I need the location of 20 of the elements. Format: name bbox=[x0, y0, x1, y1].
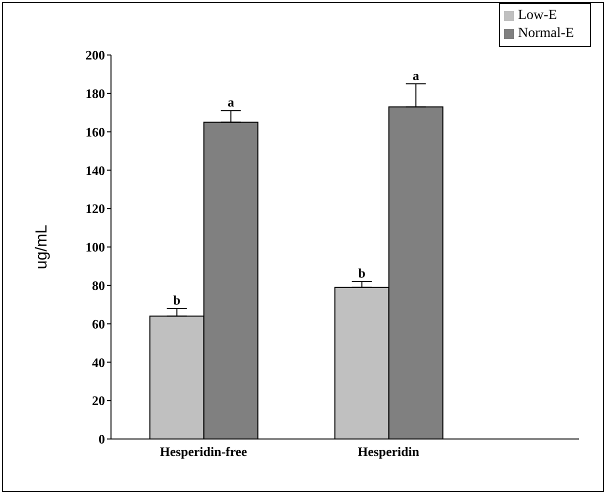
y-tick-label: 20 bbox=[92, 393, 105, 408]
data-label: b bbox=[358, 266, 366, 281]
data-label: b bbox=[173, 292, 180, 308]
y-tick-label: 160 bbox=[86, 124, 105, 140]
x-tick-label: Hesperidin-free bbox=[160, 444, 248, 460]
data-label: a bbox=[412, 68, 420, 83]
y-tick-label: 120 bbox=[86, 201, 105, 216]
data-label: a bbox=[228, 94, 235, 110]
y-tick-label: 0 bbox=[98, 432, 105, 447]
legend-label: Low-E bbox=[518, 7, 557, 25]
y-tick-label: 200 bbox=[86, 48, 105, 63]
y-axis-title: ug/mL bbox=[34, 224, 51, 270]
y-tick-label: 40 bbox=[92, 354, 105, 370]
y-tick-label: 140 bbox=[86, 162, 105, 178]
y-tick-label: 80 bbox=[92, 278, 105, 294]
y-tick-label: 180 bbox=[86, 86, 105, 102]
y-tick-label: 100 bbox=[86, 240, 105, 255]
legend-label: Normal-E bbox=[518, 25, 574, 43]
x-tick-label: Hesperidin bbox=[358, 444, 420, 460]
y-tick-label: 60 bbox=[92, 316, 105, 332]
